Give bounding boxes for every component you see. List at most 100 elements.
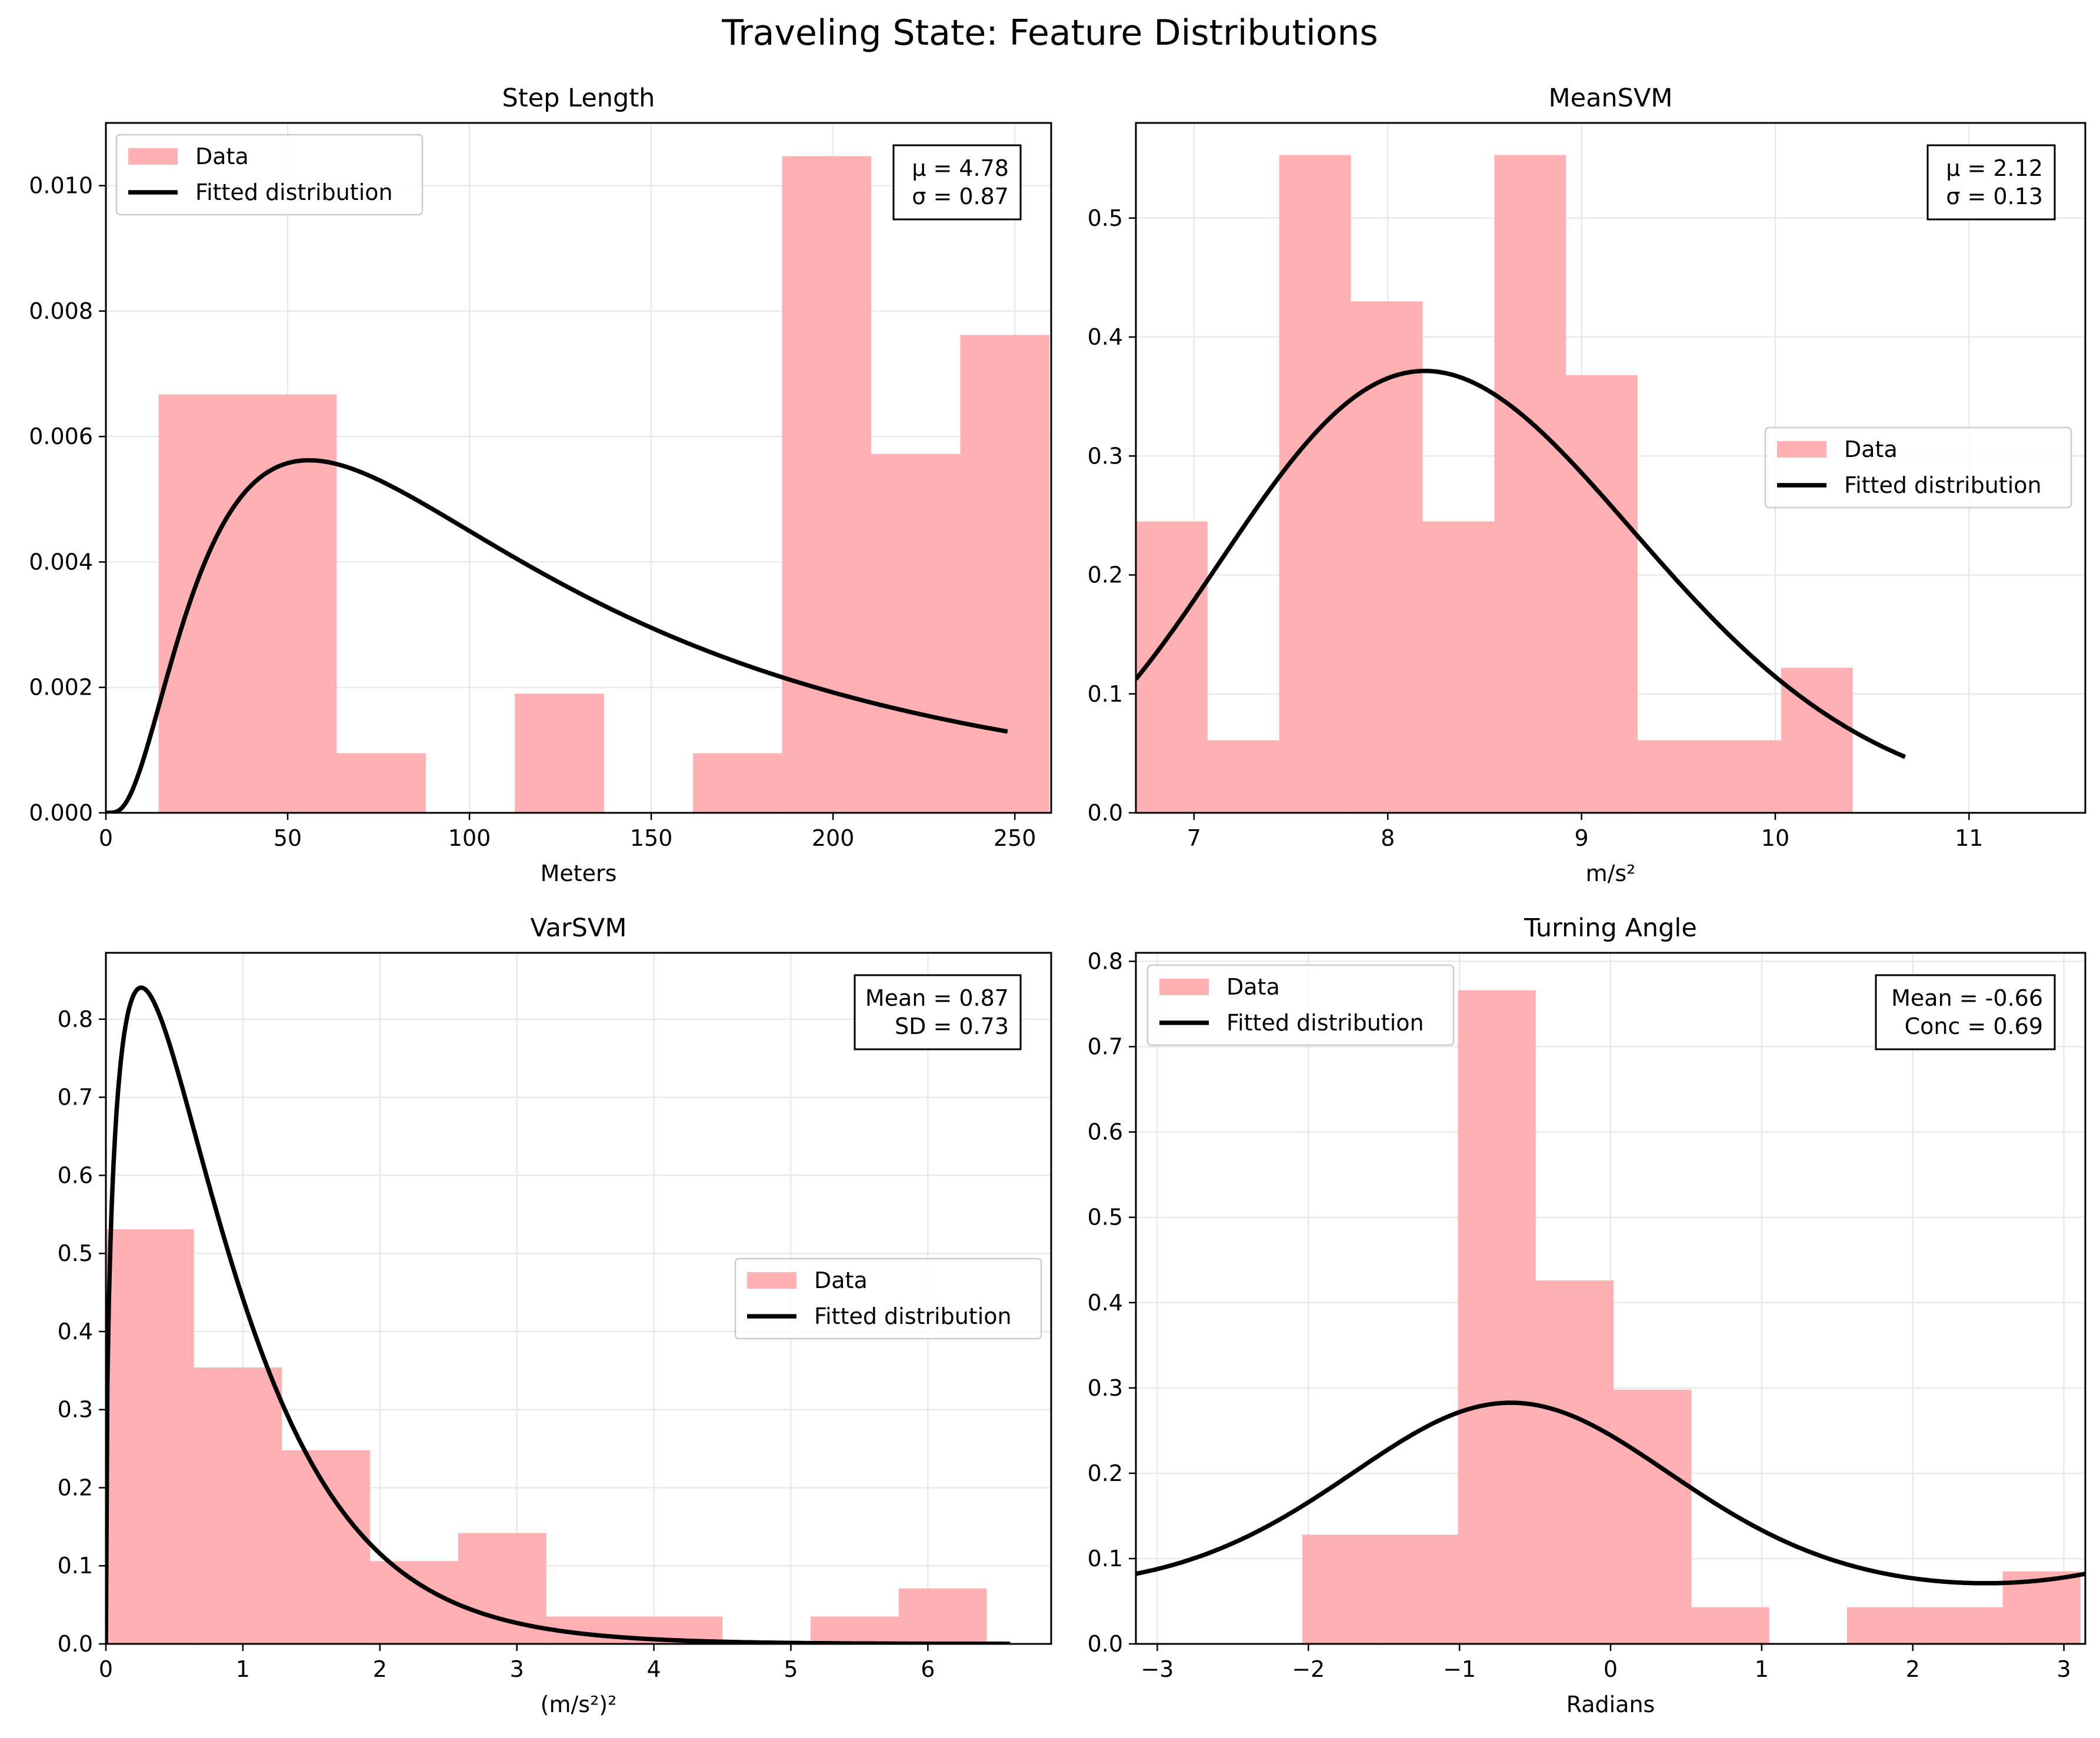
legend-label-data: Data [1226,974,1280,1000]
figure-title: Traveling State: Feature Distributions [721,12,1378,54]
x-tick-label: 8 [1381,825,1395,851]
legend-label-data: Data [195,144,249,169]
x-axis-label: Radians [1566,1692,1655,1717]
hist-bar [811,1616,899,1644]
x-tick-label: 200 [812,825,855,851]
x-tick-label: 3 [510,1656,524,1682]
y-tick-label: 0.002 [29,675,93,700]
hist-bar [693,753,782,813]
hist-bar [1614,1389,1692,1644]
fitted-curve [1136,1400,2085,1586]
hist-bar [1535,1280,1614,1644]
y-tick-label: 0.008 [29,298,93,324]
y-tick-label: 0.5 [1088,205,1123,231]
x-tick-label: −2 [1292,1656,1325,1682]
legend-swatch-data [128,148,178,165]
x-tick-label: 100 [448,825,491,851]
stats-text: σ = 0.87 [912,184,1009,209]
x-tick-label: 2 [373,1656,387,1682]
legend: Data Fitted distribution [1146,964,1455,1046]
hist-bar [282,1450,371,1644]
hist-bar [960,335,1049,813]
hist-bar [515,693,604,813]
legend-frame [1764,426,2072,509]
x-tick-label: 4 [647,1656,661,1682]
legend-label-fit: Fitted distribution [1844,472,2042,498]
hist-bar [370,1561,459,1644]
axes-frame [105,952,1052,1645]
y-tick-label: 0.2 [1088,562,1123,588]
legend-swatch-data [1777,441,1826,458]
hist-bar [871,454,961,813]
y-tick-label: 0.3 [1088,1375,1123,1401]
stats-box-frame [892,144,1022,221]
hist-bar [336,753,426,813]
hist-bar [1847,1607,1925,1644]
subplot-title: Step Length [502,84,655,113]
subplot-4: −3 −2 −1 0 1 2 3 0.0 0.1 0.2 0.3 0.4 0.5 0.6 0.7 0.8 Tur… [1088,913,2086,1717]
histogram [106,1229,987,1644]
y-tick-label: 0.7 [58,1085,93,1110]
stats-text: Mean = -0.66 [1891,985,2043,1011]
hist-bar [194,1367,282,1644]
legend-label-fit: Fitted distribution [1226,1010,1424,1036]
x-tick-label: 6 [921,1656,935,1682]
x-tick-label: 150 [630,825,673,851]
hist-bar [1566,375,1638,813]
axes-frame [1135,122,2086,814]
y-tick-label: 0.2 [1088,1460,1123,1486]
x-axis-label: Meters [541,860,617,886]
subplot-3: 0 1 2 3 4 5 6 0.0 0.1 0.2 0.3 0.4 0.5 0.6 0.7 0.8 VarSVM… [58,913,1052,1717]
axes-frame [105,122,1052,814]
legend-swatch-data [747,1272,796,1289]
x-tick-label: 0 [1604,1656,1618,1682]
hist-bar [1458,990,1536,1644]
x-tick-label: 2 [1906,1656,1920,1682]
stats-box: μ = 4.78 σ = 0.87 [892,144,1022,221]
stats-box-frame [1926,144,2056,221]
y-tick-label: 0.1 [58,1553,93,1579]
y-tick-label: 0.0 [58,1631,93,1657]
x-tick-label: 3 [2057,1656,2071,1682]
stats-box-frame [1875,974,2056,1050]
y-tick-label: 0.5 [58,1240,93,1266]
y-tick-label: 0.3 [1088,443,1123,469]
y-tick-label: 0.010 [29,173,93,199]
x-tick-label: 0 [99,825,113,851]
y-tick-label: 0.000 [29,800,93,826]
legend-label-fit: Fitted distribution [195,179,393,205]
hist-bar [1691,1607,1769,1644]
hist-bar [1422,521,1495,813]
y-tick-label: 0.4 [58,1319,93,1345]
x-tick-label: 50 [274,825,302,851]
x-tick-label: 10 [1761,825,1789,851]
x-tick-label: 250 [994,825,1036,851]
subplot-title: Turning Angle [1524,913,1697,943]
stats-text: SD = 0.73 [895,1013,1009,1039]
hist-bar [1302,1534,1381,1644]
x-tick-label: −1 [1443,1656,1476,1682]
fitted-curve [1136,368,1906,759]
legend: Data Fitted distribution [1764,426,2072,509]
y-tick-label: 0.006 [29,423,93,449]
y-tick-label: 0.1 [1088,1546,1123,1572]
stats-box: μ = 2.12 σ = 0.13 [1926,144,2056,221]
y-tick-label: 0.8 [58,1006,93,1032]
hist-bar [1709,740,1781,813]
histogram [1136,155,1853,813]
y-tick-label: 0.1 [1088,681,1123,707]
y-tick-label: 0.8 [1088,949,1123,975]
hist-bar [1638,740,1709,813]
stats-box-frame [854,974,1022,1050]
hist-bar [898,1588,987,1644]
legend-frame [115,134,424,216]
stats-text: Conc = 0.69 [1905,1013,2043,1039]
subplot-title: MeanSVM [1549,84,1673,113]
x-tick-label: 7 [1187,825,1201,851]
y-tick-label: 0.3 [58,1397,93,1423]
hist-bar [158,394,248,813]
stats-text: μ = 2.12 [1946,155,2043,181]
hist-bar [1279,155,1351,813]
